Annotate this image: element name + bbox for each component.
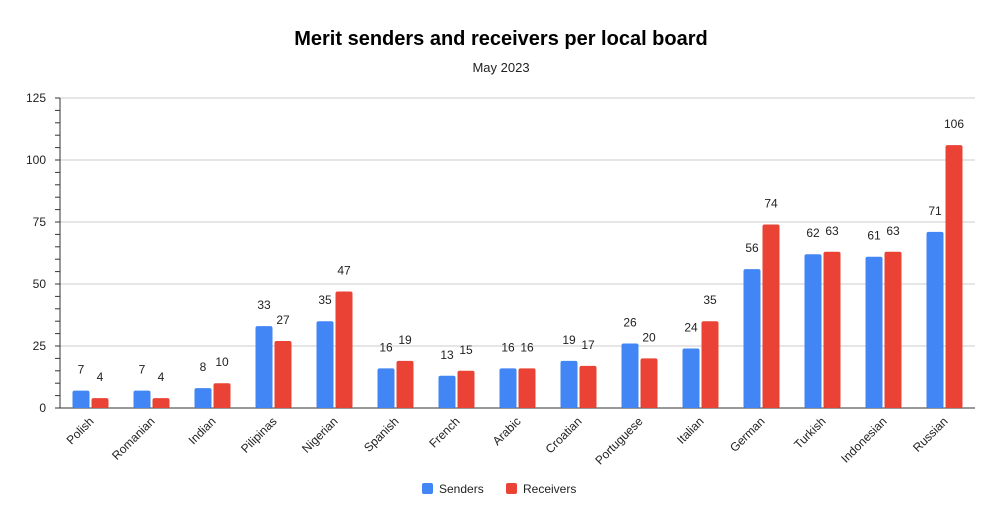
bar-senders (621, 343, 639, 408)
bar-senders (926, 231, 944, 408)
bars (72, 145, 963, 408)
bar-receivers (701, 321, 719, 408)
bar-senders (377, 368, 395, 408)
x-tick-label: French (426, 414, 462, 450)
data-label: 15 (459, 343, 473, 357)
legend-swatch (422, 483, 433, 494)
x-tick-label: Romanian (109, 414, 158, 463)
bar-receivers (762, 224, 780, 408)
bar-senders (194, 388, 212, 408)
data-label: 7 (78, 363, 85, 377)
data-label: 19 (398, 333, 412, 347)
data-label: 35 (318, 293, 332, 307)
bar-senders (804, 254, 822, 408)
gridlines (60, 97, 975, 409)
data-label: 10 (215, 355, 229, 369)
x-tick-label: Turkish (791, 414, 828, 451)
data-label: 62 (806, 226, 820, 240)
x-tick-label: Indian (186, 414, 219, 447)
bar-receivers (884, 251, 902, 408)
data-label: 20 (642, 330, 656, 344)
bar-senders (72, 390, 90, 408)
bar-receivers (579, 365, 597, 408)
data-label: 13 (440, 348, 454, 362)
x-tick-label: Pilipinas (238, 414, 280, 456)
bar-receivers (335, 291, 353, 408)
y-tick-label: 75 (33, 215, 47, 229)
legend-item-receivers[interactable]: Receivers (506, 482, 576, 496)
bar-receivers (823, 251, 841, 408)
bar-senders (438, 375, 456, 408)
y-tick-label: 100 (26, 153, 46, 167)
bar-receivers (91, 398, 109, 408)
data-label: 16 (520, 340, 534, 354)
chart-subtitle: May 2023 (472, 60, 529, 75)
data-label: 24 (684, 320, 698, 334)
chart-title: Merit senders and receivers per local bo… (294, 28, 708, 50)
data-label: 71 (928, 204, 942, 218)
legend: Senders Receivers (422, 482, 576, 496)
x-axis: Polish Romanian Indian Pilipinas Nigerian Spa… (64, 414, 951, 468)
x-tick-label: Croatian (543, 414, 585, 456)
data-label: 63 (825, 224, 839, 238)
bar-senders (682, 348, 700, 408)
data-label: 8 (200, 360, 207, 374)
bar-senders (316, 321, 334, 408)
legend-swatch (506, 483, 517, 494)
y-tick-label: 0 (39, 401, 46, 415)
bar-senders (865, 256, 883, 408)
data-label: 4 (158, 370, 165, 384)
legend-item-senders[interactable]: Senders (422, 482, 484, 496)
x-tick-label: Arabic (490, 414, 524, 448)
x-tick-label: Russian (910, 414, 951, 455)
data-label: 7 (139, 363, 146, 377)
x-tick-label: Portuguese (592, 414, 646, 468)
data-label: 27 (276, 313, 290, 327)
data-label: 19 (562, 333, 576, 347)
bar-senders (133, 390, 151, 408)
x-tick-label: Polish (64, 414, 97, 447)
data-label: 47 (337, 263, 351, 277)
data-label: 35 (703, 293, 717, 307)
data-label: 16 (501, 340, 515, 354)
bar-senders (499, 368, 517, 408)
x-tick-label: Indonesian (838, 414, 889, 465)
y-tick-label: 125 (26, 91, 46, 105)
data-label: 16 (379, 340, 393, 354)
x-tick-label: Italian (674, 414, 707, 447)
data-label: 74 (764, 196, 778, 210)
data-label: 17 (581, 338, 595, 352)
data-label: 26 (623, 316, 637, 330)
x-tick-label: Spanish (361, 414, 402, 455)
data-label: 56 (745, 241, 759, 255)
bar-receivers (274, 341, 292, 408)
data-label: 61 (867, 229, 881, 243)
legend-label: Receivers (523, 482, 576, 496)
x-tick-label: German (727, 414, 768, 455)
bar-receivers (640, 358, 658, 408)
y-tick-label: 50 (33, 277, 47, 291)
data-label: 106 (944, 117, 964, 131)
y-tick-label: 25 (33, 339, 47, 353)
bar-receivers (152, 398, 170, 408)
bar-senders (743, 269, 761, 408)
bar-receivers (457, 370, 475, 408)
bar-senders (255, 326, 273, 408)
data-label: 33 (257, 298, 271, 312)
x-tick-label: Nigerian (299, 414, 341, 456)
bar-senders (560, 360, 578, 408)
bar-receivers (396, 360, 414, 408)
data-label: 63 (886, 224, 900, 238)
bar-receivers (213, 383, 231, 408)
legend-label: Senders (439, 482, 484, 496)
data-label: 4 (97, 370, 104, 384)
bar-receivers (518, 368, 536, 408)
bar-receivers (945, 145, 963, 408)
y-axis: 0 25 50 75 100 125 (26, 91, 61, 415)
